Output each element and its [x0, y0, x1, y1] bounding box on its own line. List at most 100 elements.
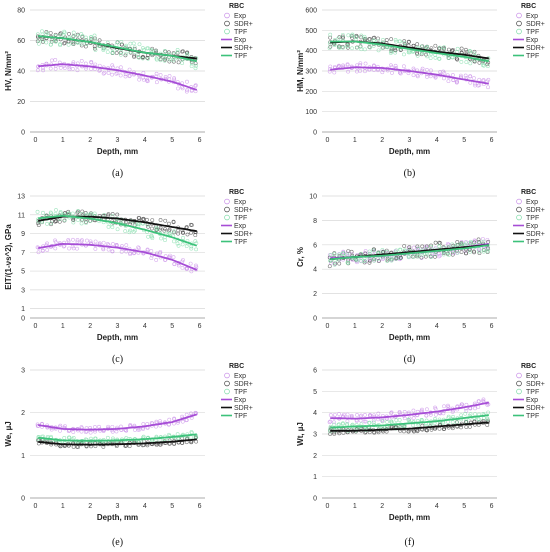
data-point-exp [402, 64, 406, 69]
data-point-sdrplus [419, 255, 424, 260]
data-point-sdrplus [376, 259, 381, 263]
panel-caption: (c) [112, 354, 123, 365]
data-point-sdrplus [62, 41, 66, 46]
data-point-sdrplus [167, 227, 172, 232]
data-point-tpf [433, 55, 438, 60]
data-point-tpf [58, 211, 63, 216]
x-tick-label: 0 [326, 137, 330, 144]
data-point-sdrplus [415, 429, 420, 434]
data-point-tpf [115, 40, 120, 44]
y-tick-label: 2 [21, 410, 25, 417]
data-point-sdrplus [415, 244, 420, 249]
data-point-exp [345, 412, 350, 417]
data-point-tpf [102, 213, 107, 217]
data-point-tpf [362, 259, 367, 263]
data-point-tpf [433, 252, 438, 257]
data-point-exp [345, 63, 350, 68]
data-point-exp [53, 240, 58, 245]
data-point-sdrplus [340, 34, 345, 39]
data-point-tpf [92, 33, 97, 38]
legend-marker-sdrplus [516, 380, 522, 387]
x-axis-label: Depth, mm [97, 147, 138, 156]
data-point-tpf [167, 231, 172, 236]
fit-line-tpf [38, 214, 198, 247]
data-point-exp [145, 79, 150, 84]
data-point-exp [101, 71, 106, 76]
data-point-tpf [190, 61, 194, 66]
legend-marker-exp [516, 372, 522, 379]
data-point-tpf [146, 234, 151, 239]
data-point-exp [402, 409, 407, 414]
data-point-exp [327, 69, 332, 74]
data-point-tpf [380, 248, 385, 252]
data-point-exp [101, 240, 106, 245]
data-point-exp [110, 424, 115, 429]
data-point-exp [193, 83, 198, 88]
data-point-tpf [180, 242, 185, 247]
data-point-tpf [350, 33, 355, 38]
data-point-tpf [402, 52, 406, 57]
data-point-sdrplus [136, 55, 141, 60]
x-tick-label: 4 [435, 503, 439, 510]
data-point-exp [114, 243, 119, 247]
y-axis-label: HM, N/mm² [296, 50, 305, 92]
data-point-exp [163, 75, 168, 79]
data-point-sdrplus [163, 218, 168, 223]
data-point-exp [128, 423, 133, 427]
y-tick-label: 3 [313, 432, 317, 439]
data-point-tpf [41, 210, 45, 215]
fit-line-tpf [330, 414, 489, 429]
data-point-exp [75, 238, 80, 242]
data-point-tpf [136, 222, 141, 226]
data-point-tpf [481, 247, 486, 252]
data-point-exp [114, 429, 119, 434]
data-point-tpf [154, 226, 159, 230]
data-point-sdrplus [194, 439, 198, 444]
data-point-tpf [419, 44, 424, 49]
data-point-exp [131, 251, 136, 256]
y-axis-label: EIT/(1-νs^2), GPa [4, 224, 13, 290]
data-point-sdrplus [110, 212, 115, 216]
data-point-tpf [184, 244, 189, 249]
data-point-tpf [101, 48, 106, 52]
x-tick-label: 3 [408, 323, 412, 330]
data-point-exp [433, 412, 438, 417]
data-point-exp [154, 71, 159, 76]
data-point-exp [411, 73, 416, 78]
data-point-exp [477, 77, 482, 82]
data-point-tpf [406, 254, 411, 259]
data-point-exp [114, 71, 119, 76]
data-point-exp [332, 412, 337, 417]
data-point-sdrplus [472, 250, 476, 255]
data-point-exp [371, 418, 376, 423]
data-point-sdrplus [464, 251, 468, 256]
data-point-exp [458, 73, 463, 78]
y-tick-label: 4 [313, 267, 317, 274]
legend-label: SDR+ [234, 207, 253, 214]
data-point-tpf [463, 411, 468, 416]
data-point-tpf [368, 45, 373, 50]
data-point-exp [79, 239, 84, 244]
data-point-sdrplus [384, 248, 389, 253]
legend-label: SDR+ [526, 21, 545, 28]
data-point-sdrplus [62, 218, 67, 223]
legend-marker-tpf [516, 214, 522, 221]
data-point-sdrplus [459, 46, 464, 51]
data-point-exp [67, 246, 72, 251]
data-point-exp [359, 413, 364, 418]
data-point-exp [358, 62, 363, 67]
data-point-exp [468, 74, 473, 79]
data-point-tpf [54, 208, 58, 212]
data-point-exp [180, 265, 185, 270]
data-point-exp [105, 242, 110, 246]
data-point-tpf [406, 417, 411, 422]
x-tick-label: 4 [143, 137, 147, 144]
data-point-tpf [146, 56, 150, 61]
data-point-tpf [159, 236, 164, 241]
data-point-exp [397, 410, 402, 414]
x-axis-label: Depth, mm [389, 147, 430, 156]
y-tick-label: 6 [313, 242, 317, 249]
data-point-sdrplus [367, 260, 372, 265]
data-point-exp [476, 405, 481, 409]
